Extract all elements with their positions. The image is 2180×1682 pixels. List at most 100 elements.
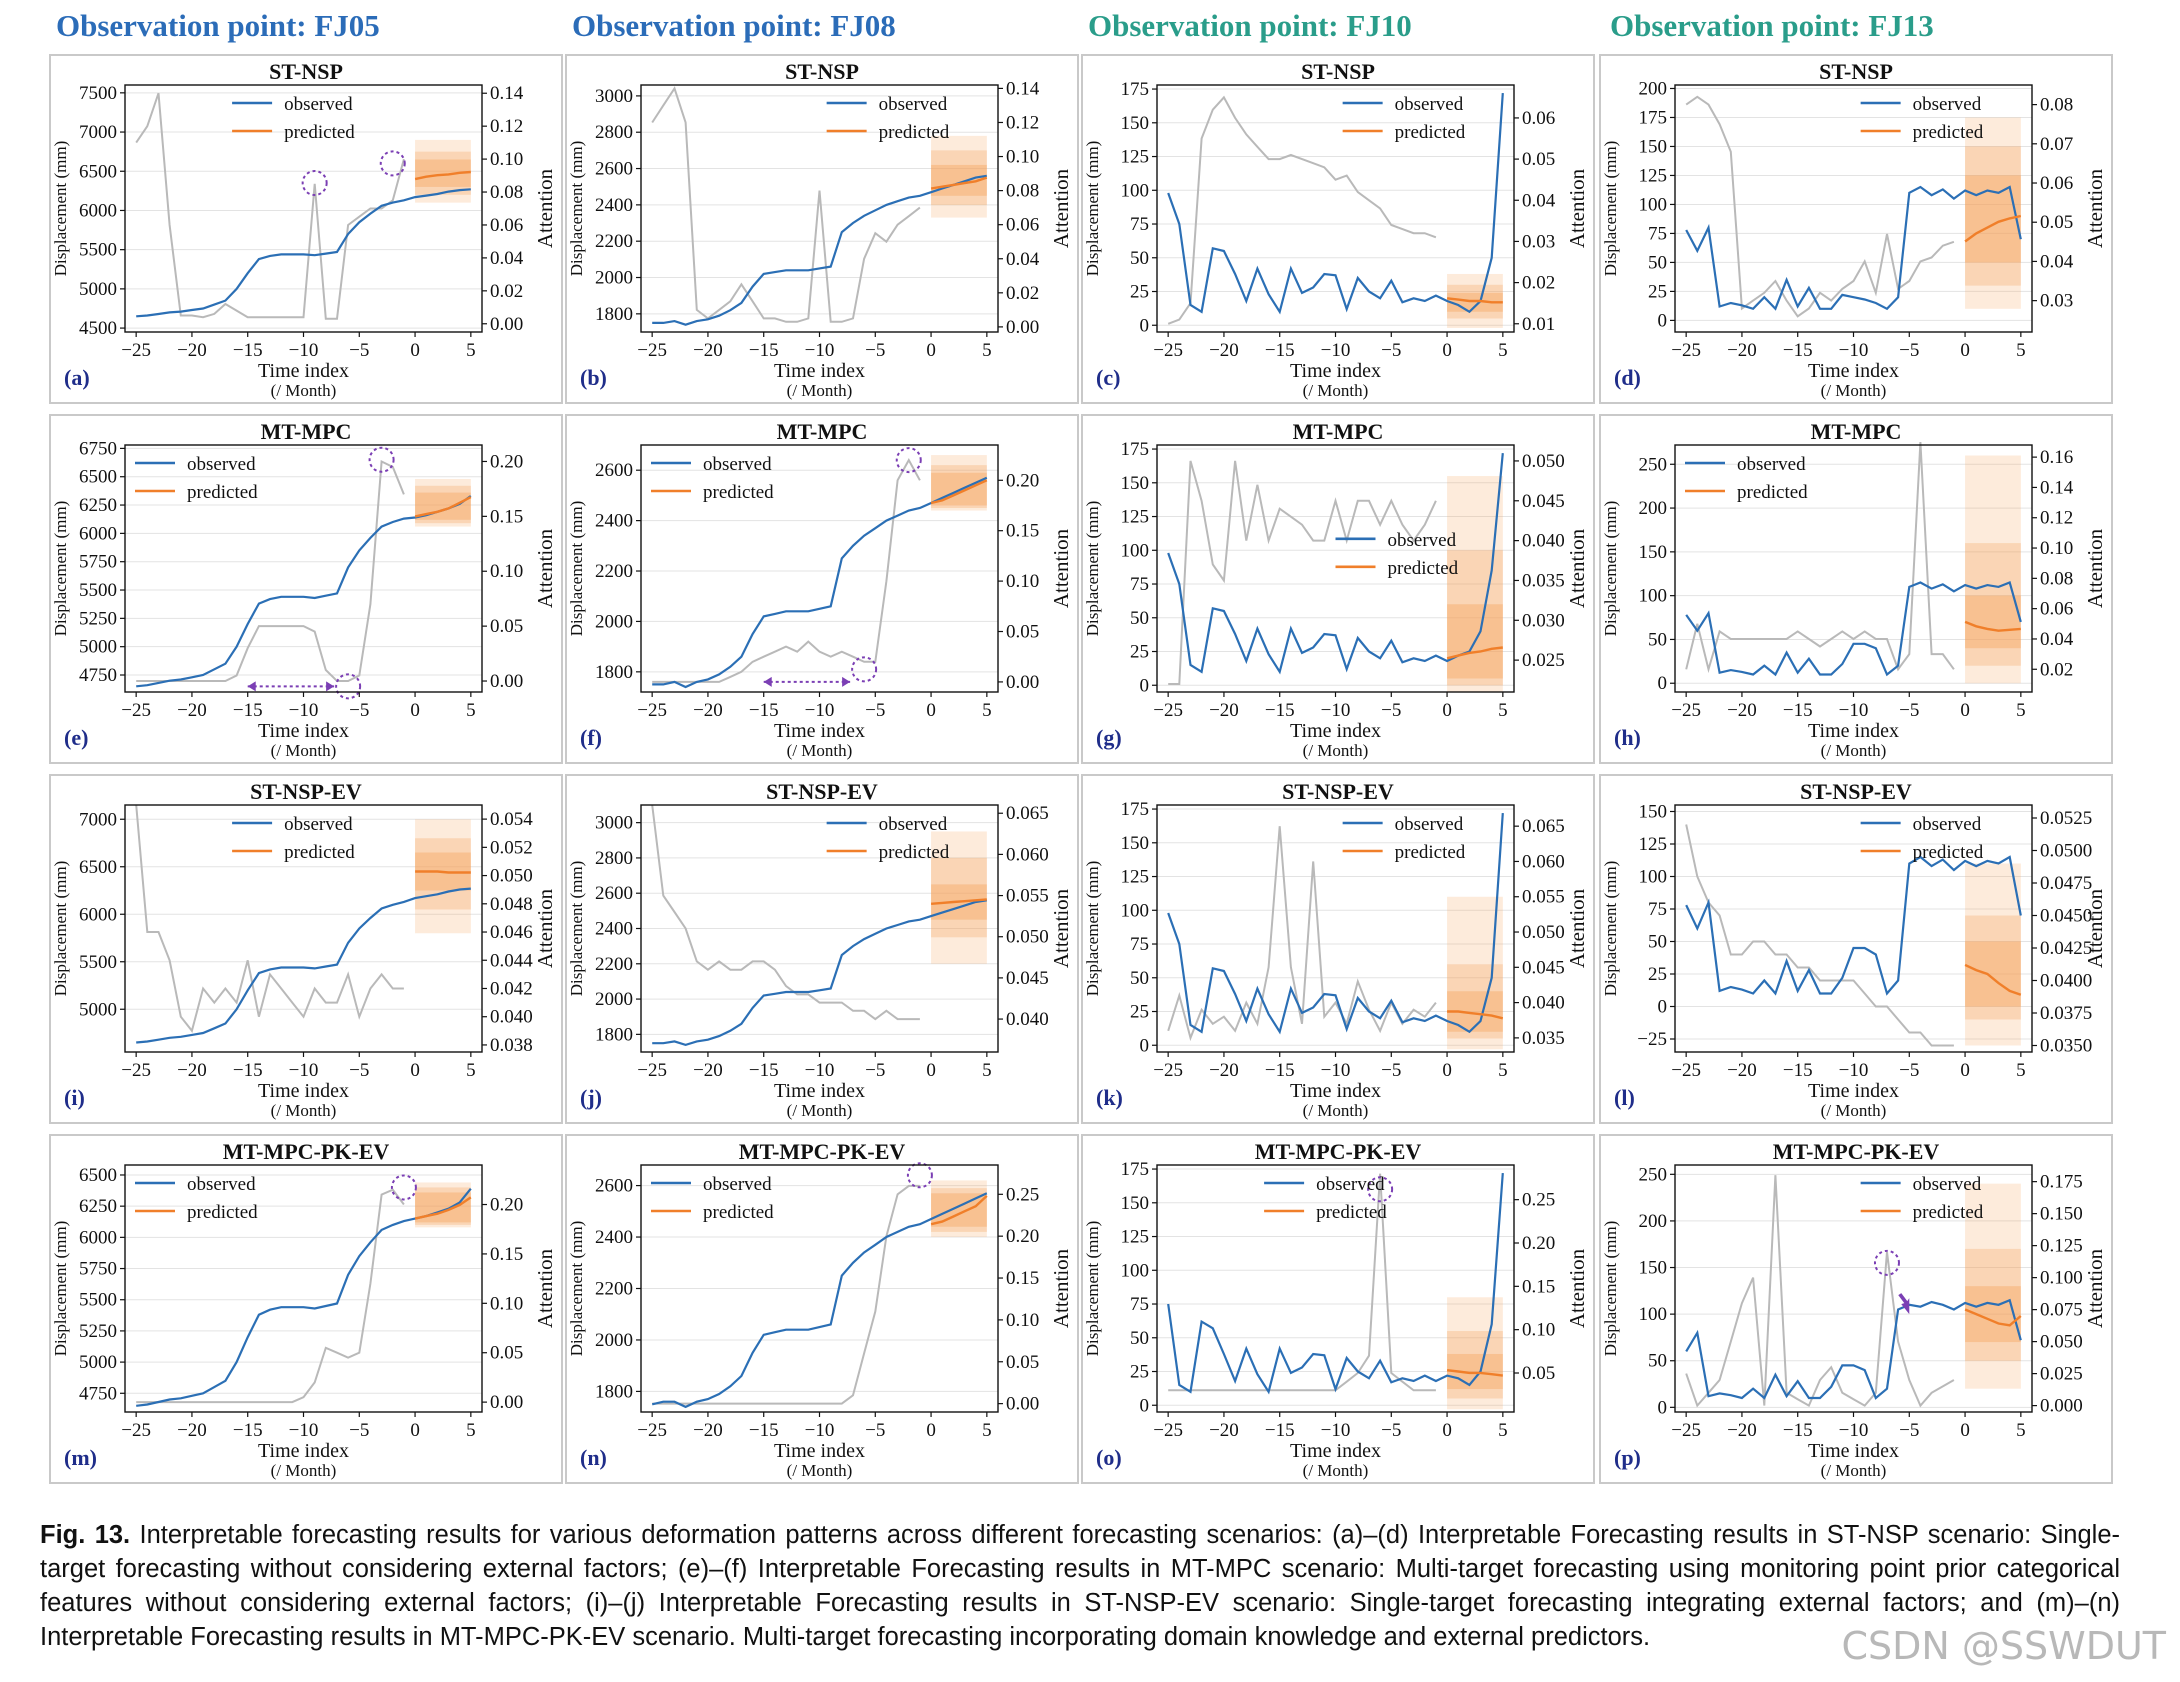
x-tick-label: −5 [349,1060,369,1081]
x-tick-label: 5 [2016,1060,2026,1081]
y2-tick-label: 0.10 [490,149,523,170]
y2-tick-label: 0.00 [1006,1394,1039,1415]
panel-label: (f) [580,725,602,750]
x-tick-label: 5 [1498,1060,1508,1081]
legend-predicted-label: predicted [703,482,774,503]
chart-title: MT-MPC-PK-EV [223,1139,390,1164]
observed-line [136,495,472,688]
observed-line [1167,452,1504,675]
x-tick-label: −20 [693,1060,723,1081]
y2-tick-label: 0.0375 [2040,1003,2092,1024]
x-tick-label: −10 [805,340,835,361]
y2-tick-label: 0.12 [2040,508,2073,529]
y-tick-label: 6500 [79,467,117,488]
highlight-circle [895,447,922,474]
y-tick-label: 125 [1639,834,1668,855]
x-axis-sublabel: (/ Month) [1303,1461,1369,1480]
legend: observed predicted [232,94,355,143]
predicted-line [930,176,988,190]
y2-tick-label: 0.10 [1006,571,1039,592]
x-axis-sublabel: (/ Month) [271,1101,337,1120]
x-tick-label: 0 [926,700,936,721]
y2-tick-label: 0.045 [1522,491,1565,512]
chart-title: ST-NSP-EV [766,779,878,804]
y-tick-label: 5000 [79,1352,117,1373]
y-tick-label: 7500 [79,83,117,104]
x-tick-label: −20 [1209,1060,1239,1081]
x-tick-label: −25 [1671,340,1701,361]
x-tick-label: −25 [121,1060,151,1081]
y-tick-label: 250 [1639,1164,1668,1185]
x-tick-label: −25 [121,700,151,721]
y2-axis-label: Attention [1049,168,1073,248]
uncertainty-band [931,857,987,938]
panel-border [49,54,563,404]
x-tick-label: −25 [121,340,151,361]
y-tick-label: 75 [1130,934,1149,955]
x-tick-label: −25 [1671,1060,1701,1081]
y2-tick-label: 0.125 [2040,1236,2083,1257]
y2-tick-label: 0.05 [490,616,523,637]
y-axis-label: Displacement (mm) [567,501,586,637]
x-tick-label: −5 [1381,700,1401,721]
y2-tick-label: 0.14 [2040,477,2074,498]
x-tick-label: −15 [1783,340,1813,361]
legend: observed predicted [651,1174,774,1223]
y2-tick-label: 0.0350 [2040,1036,2092,1057]
y-tick-label: 100 [1121,540,1150,561]
x-axis-sublabel: (/ Month) [1303,381,1369,400]
y-tick-label: 5750 [79,1259,117,1280]
legend: observed predicted [1860,1174,1984,1223]
x-tick-label: −20 [177,1420,207,1441]
legend-observed-label: observed [284,814,353,835]
y2-tick-label: 0.12 [1006,112,1039,133]
y2-tick-label: 0.02 [1522,273,1555,294]
x-tick-label: −5 [1381,1060,1401,1081]
y-tick-label: 0 [1140,315,1150,336]
y-tick-label: 125 [1121,867,1150,888]
y-tick-label: 25 [1648,281,1667,302]
predicted-line [930,1195,988,1226]
y-tick-label: 3000 [595,813,633,834]
y-tick-label: 150 [1639,542,1668,563]
x-tick-label: −15 [1265,1420,1295,1441]
observed-line [1685,581,2022,677]
uncertainty-band [415,1187,471,1225]
observed-line [1167,813,1504,1035]
legend-observed-label: observed [1737,454,1806,475]
y2-tick-label: 0.060 [1006,844,1049,865]
legend-observed-label: observed [1316,1174,1385,1195]
y-tick-label: 6000 [79,200,117,221]
chart-panel-l: ST-NSP-EV −25 −20 −15 −10 −5 0 5 −25 0 25 50 75 100 12… [1599,774,2113,1124]
x-tick-label: −25 [637,1060,667,1081]
y2-tick-label: 0.0450 [2040,906,2092,927]
y2-tick-label: 0.15 [1006,1268,1039,1289]
x-axis-sublabel: (/ Month) [1303,1101,1369,1120]
y-tick-label: 75 [1648,223,1667,244]
predicted-line [414,496,472,518]
y-tick-label: 75 [1130,214,1149,235]
y2-tick-label: 0.12 [490,116,523,137]
x-tick-label: −20 [1727,700,1757,721]
y-axis-label: Displacement (mm) [567,861,586,997]
x-tick-label: −15 [749,340,779,361]
x-tick-label: 5 [2016,340,2026,361]
x-axis-sublabel: (/ Month) [1821,381,1887,400]
attention-line [1685,824,1954,1047]
y2-tick-label: 0.10 [490,561,523,582]
x-tick-label: −5 [1381,1420,1401,1441]
y-tick-label: 0 [1658,310,1668,331]
uncertainty-band [1965,941,2021,1007]
y-tick-label: 4750 [79,665,117,686]
y-tick-label: 5500 [79,580,117,601]
y2-tick-label: 0.065 [1522,816,1565,837]
panel-border [1599,1134,2113,1484]
panel-label: (e) [64,725,88,750]
observed-line [651,1192,988,1409]
x-tick-label: −10 [289,1060,319,1081]
chart-title: ST-NSP-EV [250,779,362,804]
x-tick-label: −20 [693,700,723,721]
x-axis-sublabel: (/ Month) [271,1461,337,1480]
y-tick-label: 5000 [79,637,117,658]
y2-tick-label: 0.02 [2040,659,2073,680]
